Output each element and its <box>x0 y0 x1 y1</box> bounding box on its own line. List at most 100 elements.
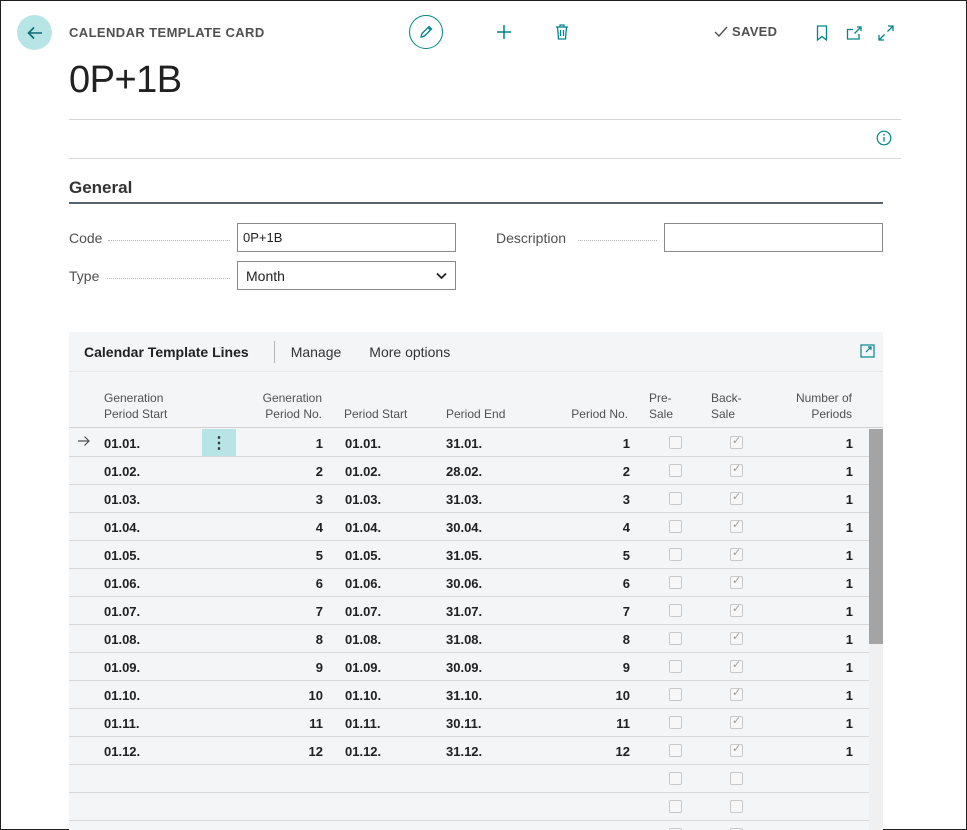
expand-button[interactable] <box>871 19 900 47</box>
cell-period-no[interactable]: 8 <box>622 632 630 647</box>
table-row[interactable]: 01.08. 8 01.08. 31.08. 8 1 <box>69 625 869 653</box>
cell-gen-period-start[interactable]: 01.03. <box>104 492 141 507</box>
cell-gen-period-start[interactable]: 01.07. <box>104 604 141 619</box>
back-sale-checkbox[interactable] <box>730 602 743 617</box>
cell-gen-period-no[interactable]: 4 <box>315 520 323 535</box>
pre-sale-checkbox[interactable] <box>669 688 682 701</box>
cell-gen-period-start[interactable]: 01.02. <box>104 464 141 479</box>
open-new-window-button[interactable] <box>839 19 868 47</box>
back-sale-checkbox[interactable] <box>730 462 743 477</box>
cell-number-of-periods[interactable]: 1 <box>845 632 853 647</box>
back-button[interactable] <box>17 15 52 50</box>
cell-period-end[interactable]: 30.11. <box>446 716 482 731</box>
cell-number-of-periods[interactable]: 1 <box>845 744 853 759</box>
back-sale-checkbox[interactable] <box>730 742 743 757</box>
cell-number-of-periods[interactable]: 1 <box>845 604 853 619</box>
table-row[interactable]: 01.09. 9 01.09. 30.09. 9 1 <box>69 653 869 681</box>
col-gen-period-start[interactable]: Generation Period Start <box>104 390 167 422</box>
table-row[interactable] <box>69 793 869 821</box>
cell-period-end[interactable]: 31.01. <box>446 436 483 451</box>
cell-period-start[interactable]: 01.05. <box>345 548 382 563</box>
back-sale-checkbox[interactable] <box>730 714 743 729</box>
cell-number-of-periods[interactable]: 1 <box>845 660 853 675</box>
cell-gen-period-start[interactable]: 01.06. <box>104 576 141 591</box>
table-row[interactable]: 01.06. 6 01.06. 30.06. 6 1 <box>69 569 869 597</box>
description-field[interactable] <box>664 223 883 252</box>
pre-sale-checkbox[interactable] <box>669 632 682 645</box>
cell-gen-period-no[interactable]: 2 <box>315 464 323 479</box>
pre-sale-checkbox[interactable] <box>669 604 682 617</box>
cell-period-start[interactable]: 01.12. <box>345 744 382 759</box>
code-field[interactable] <box>237 223 456 252</box>
cell-period-no[interactable]: 4 <box>622 520 630 535</box>
row-actions-button[interactable]: ⋮ <box>202 429 236 456</box>
cell-period-start[interactable]: 01.03. <box>345 492 382 507</box>
cell-number-of-periods[interactable]: 1 <box>845 576 853 591</box>
manage-menu[interactable]: Manage <box>290 343 342 360</box>
cell-gen-period-start[interactable]: 01.09. <box>104 660 141 675</box>
cell-period-no[interactable]: 7 <box>622 604 630 619</box>
cell-period-end[interactable]: 31.05. <box>446 548 483 563</box>
new-button[interactable] <box>489 15 519 49</box>
col-period-start[interactable]: Period Start <box>344 407 408 421</box>
cell-number-of-periods[interactable]: 1 <box>845 464 853 479</box>
cell-period-start[interactable]: 01.04. <box>345 520 382 535</box>
cell-period-start[interactable]: 01.10. <box>345 688 382 703</box>
col-number-of-periods[interactable]: Number of Periods <box>769 390 852 422</box>
cell-gen-period-no[interactable]: 12 <box>308 744 323 759</box>
lines-expand-button[interactable] <box>860 344 875 363</box>
pre-sale-checkbox[interactable] <box>669 520 682 533</box>
cell-period-no[interactable]: 10 <box>615 688 630 703</box>
cell-number-of-periods[interactable]: 1 <box>845 436 853 451</box>
bookmark-button[interactable] <box>807 19 836 47</box>
cell-period-no[interactable]: 3 <box>622 492 630 507</box>
table-row[interactable]: 01.07. 7 01.07. 31.07. 7 1 <box>69 597 869 625</box>
cell-gen-period-no[interactable]: 5 <box>315 548 323 563</box>
back-sale-checkbox[interactable] <box>730 490 743 505</box>
type-select[interactable]: Month <box>237 261 456 290</box>
back-sale-checkbox[interactable] <box>730 546 743 561</box>
cell-period-end[interactable]: 31.08. <box>446 632 483 647</box>
pre-sale-checkbox[interactable] <box>669 492 682 505</box>
pre-sale-checkbox[interactable] <box>669 828 682 830</box>
cell-gen-period-no[interactable]: 7 <box>315 604 323 619</box>
cell-period-no[interactable]: 2 <box>622 464 630 479</box>
cell-period-no[interactable]: 9 <box>622 660 630 675</box>
back-sale-checkbox[interactable] <box>730 518 743 533</box>
cell-period-end[interactable]: 30.04. <box>446 520 483 535</box>
table-row[interactable]: 01.03. 3 01.03. 31.03. 3 1 <box>69 485 869 513</box>
info-button[interactable] <box>876 130 892 151</box>
cell-period-end[interactable]: 31.03. <box>446 492 483 507</box>
cell-period-no[interactable]: 11 <box>616 716 630 731</box>
back-sale-checkbox[interactable] <box>730 686 743 701</box>
pre-sale-checkbox[interactable] <box>669 548 682 561</box>
cell-period-start[interactable]: 01.02. <box>345 464 382 479</box>
cell-gen-period-no[interactable]: 9 <box>315 660 323 675</box>
cell-period-end[interactable]: 31.10. <box>446 688 483 703</box>
back-sale-checkbox[interactable] <box>730 828 743 830</box>
cell-gen-period-no[interactable]: 8 <box>315 632 323 647</box>
cell-period-start[interactable]: 01.07. <box>345 604 382 619</box>
table-row[interactable]: 01.12. 12 01.12. 31.12. 12 1 <box>69 737 869 765</box>
cell-period-end[interactable]: 31.12. <box>446 744 483 759</box>
cell-period-end[interactable]: 30.06. <box>446 576 483 591</box>
col-back-sale[interactable]: Back- Sale <box>711 390 742 422</box>
cell-period-start[interactable]: 01.01. <box>345 436 382 451</box>
cell-number-of-periods[interactable]: 1 <box>845 520 853 535</box>
cell-number-of-periods[interactable]: 1 <box>845 716 853 731</box>
cell-period-end[interactable]: 30.09. <box>446 660 483 675</box>
table-row[interactable]: ⋮ 01.01. 1 01.01. 31.01. 1 1 <box>69 429 869 457</box>
cell-period-end[interactable]: 28.02. <box>446 464 483 479</box>
cell-gen-period-no[interactable]: 10 <box>308 688 323 703</box>
back-sale-checkbox[interactable] <box>730 630 743 645</box>
pre-sale-checkbox[interactable] <box>669 576 682 589</box>
cell-period-start[interactable]: 01.08. <box>345 632 382 647</box>
table-row[interactable]: 01.02. 2 01.02. 28.02. 2 1 <box>69 457 869 485</box>
cell-period-no[interactable]: 6 <box>622 576 630 591</box>
lines-title[interactable]: Calendar Template Lines <box>84 343 249 360</box>
cell-gen-period-no[interactable]: 6 <box>315 576 323 591</box>
back-sale-checkbox[interactable] <box>730 658 743 673</box>
back-sale-checkbox[interactable] <box>730 800 743 813</box>
col-period-end[interactable]: Period End <box>446 407 506 421</box>
